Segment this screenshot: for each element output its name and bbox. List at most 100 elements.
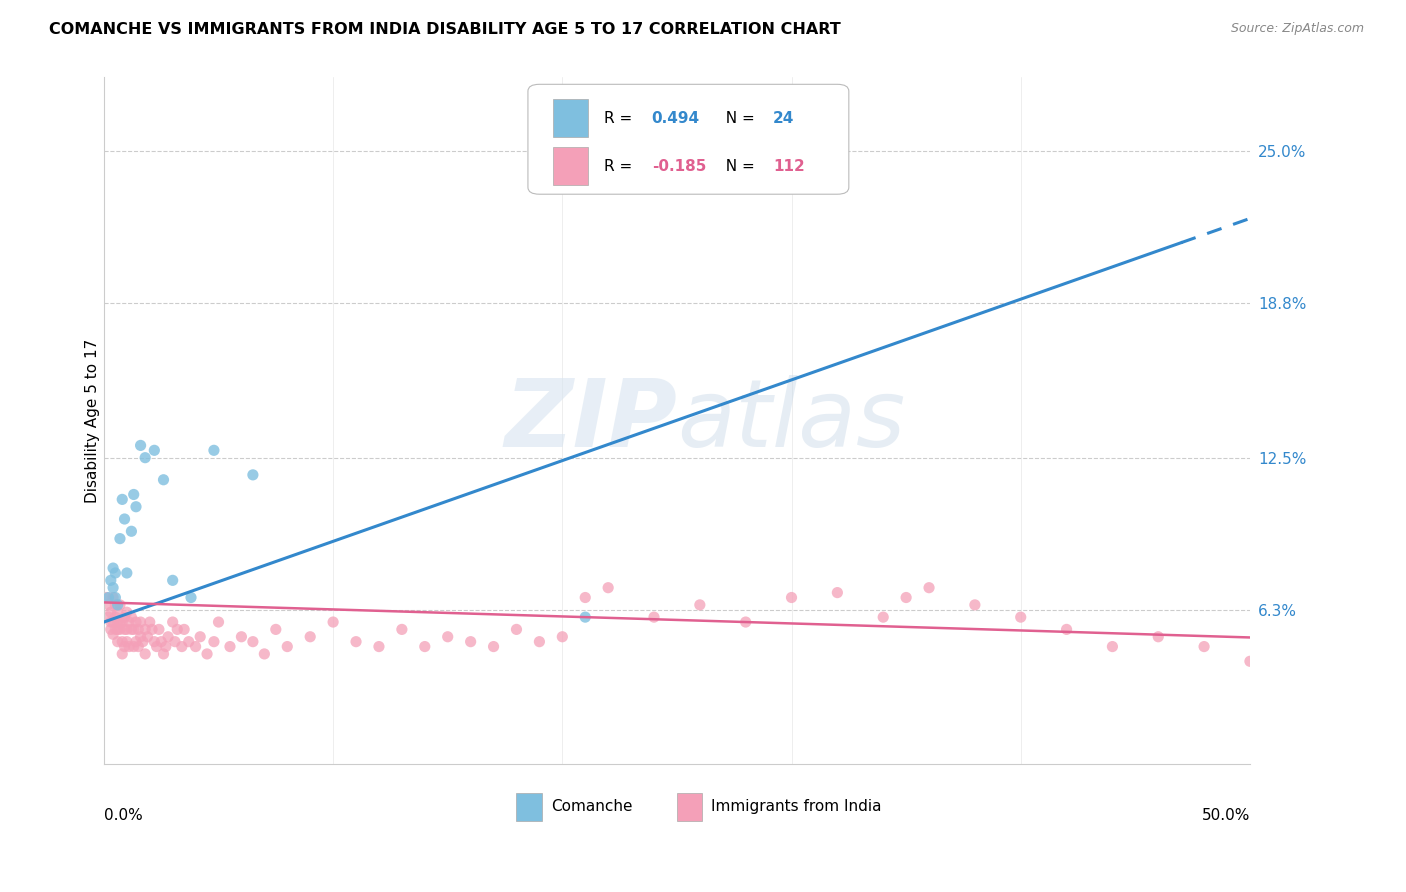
Point (134, 647, 156, 661)
Point (145, 640, 167, 654)
Point (150, 634, 173, 648)
Point (148, 623, 170, 637)
Bar (553, 147, 588, 185)
Point (122, 487, 145, 501)
Point (242, 634, 264, 648)
Point (125, 634, 148, 648)
Point (1239, 654, 1261, 668)
Text: atlas: atlas (676, 376, 905, 467)
Point (184, 640, 207, 654)
Point (505, 623, 527, 637)
Point (118, 615, 141, 629)
Point (299, 630, 322, 644)
Point (100, 605, 122, 619)
Point (104, 598, 127, 612)
Text: N =: N = (716, 159, 759, 174)
Point (152, 647, 174, 661)
Point (344, 634, 367, 648)
Point (120, 623, 142, 637)
Point (963, 598, 986, 612)
Text: N =: N = (716, 111, 759, 126)
Point (101, 627, 124, 641)
Point (115, 634, 138, 648)
Point (96, 591, 118, 605)
Point (152, 473, 174, 487)
Point (368, 640, 391, 654)
Point (219, 640, 242, 654)
Point (101, 591, 124, 605)
Point (180, 591, 202, 605)
Point (97, 598, 120, 612)
Point (162, 615, 184, 629)
Point (1308, 654, 1330, 668)
Point (177, 634, 200, 648)
Bar (516, 793, 541, 821)
Text: 50.0%: 50.0% (1202, 808, 1250, 823)
Point (108, 532, 131, 546)
Point (872, 610, 894, 624)
Point (1147, 630, 1170, 644)
Point (122, 640, 145, 654)
Text: Comanche: Comanche (551, 799, 633, 814)
Point (391, 623, 413, 637)
Point (1285, 640, 1308, 654)
Point (574, 610, 596, 624)
Point (413, 640, 436, 654)
Text: Source: ZipAtlas.com: Source: ZipAtlas.com (1230, 22, 1364, 36)
Bar (553, 99, 588, 137)
Point (97, 591, 120, 605)
Point (173, 623, 195, 637)
Bar (676, 793, 702, 821)
Point (122, 623, 145, 637)
Point (114, 610, 136, 624)
Text: -0.185: -0.185 (652, 159, 706, 174)
Point (322, 615, 344, 629)
Point (114, 623, 136, 637)
Point (134, 450, 156, 465)
Point (155, 640, 177, 654)
Point (104, 623, 127, 637)
Point (574, 591, 596, 605)
Point (827, 585, 849, 599)
Point (170, 640, 193, 654)
FancyBboxPatch shape (527, 85, 849, 194)
Point (129, 615, 152, 629)
Y-axis label: Disability Age 5 to 17: Disability Age 5 to 17 (86, 339, 100, 503)
Point (162, 574, 184, 588)
Point (482, 640, 505, 654)
Text: R =: R = (603, 159, 637, 174)
Text: Immigrants from India: Immigrants from India (711, 799, 882, 814)
Point (689, 598, 711, 612)
Point (101, 561, 124, 575)
Point (141, 623, 163, 637)
Point (100, 623, 122, 637)
Point (143, 443, 166, 458)
Point (598, 581, 620, 595)
Point (202, 634, 225, 648)
Text: 24: 24 (773, 111, 794, 126)
Point (1354, 647, 1376, 661)
Point (107, 615, 129, 629)
Point (132, 634, 155, 648)
Point (100, 574, 122, 588)
Point (918, 581, 941, 595)
Point (104, 610, 127, 624)
Point (529, 634, 551, 648)
Point (136, 630, 159, 644)
Point (166, 623, 188, 637)
Point (734, 615, 756, 629)
Point (139, 615, 162, 629)
Point (118, 640, 141, 654)
Point (195, 647, 218, 661)
Point (1192, 640, 1215, 654)
Point (157, 630, 180, 644)
Point (108, 623, 131, 637)
Text: ZIP: ZIP (503, 375, 676, 467)
Point (1376, 654, 1399, 668)
Point (1330, 664, 1353, 678)
Point (231, 630, 253, 644)
Point (115, 605, 138, 619)
Point (101, 581, 124, 595)
Point (202, 443, 225, 458)
Point (129, 438, 152, 452)
